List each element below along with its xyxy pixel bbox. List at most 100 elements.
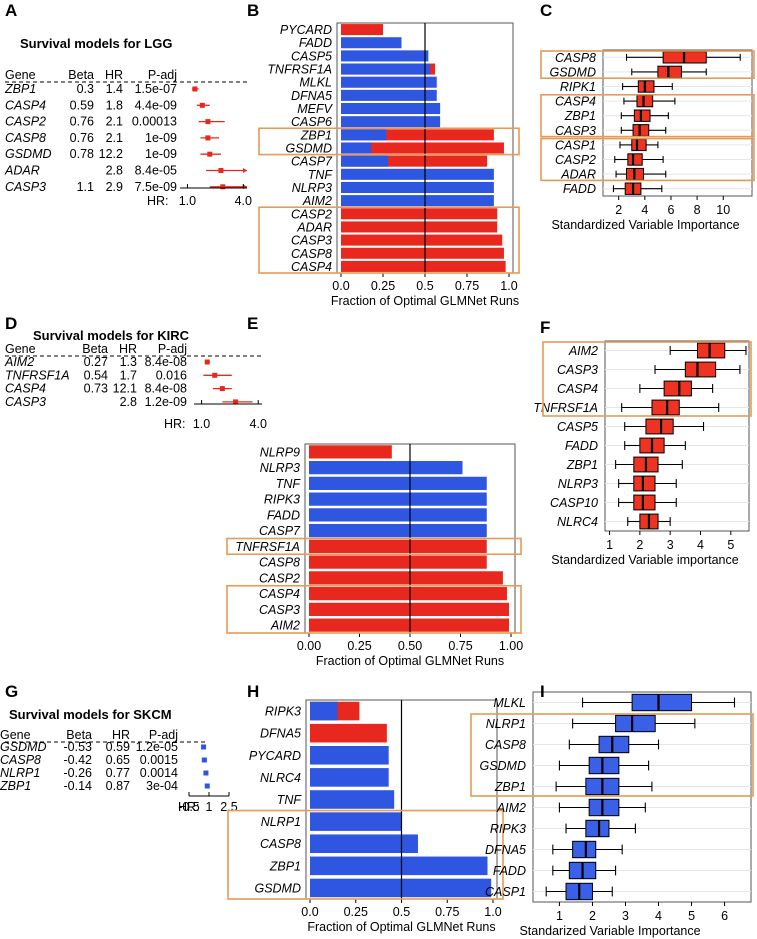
category-label: PYCARD — [280, 23, 332, 37]
gene-name: ADAR — [4, 164, 40, 178]
table-cell: -0.42 — [64, 753, 93, 767]
forest-axis-label: HR: — [178, 800, 200, 814]
boxplot-panel-C: CASP8GSDMDRIPK1CASP4ZBP1CASP3CASP1CASP2A… — [540, 49, 755, 232]
highlight-box — [540, 94, 755, 138]
category-label: CASP4 — [555, 95, 596, 109]
category-label: TNF — [277, 793, 303, 807]
gene-name: ZBP1 — [0, 779, 31, 793]
hr-point — [220, 184, 226, 190]
gene-name: CASP2 — [5, 115, 46, 129]
hr-point — [233, 399, 239, 405]
x-tick-label: 0.5 — [393, 905, 410, 919]
box — [585, 819, 610, 838]
category-label: NLRP3 — [260, 461, 300, 475]
negative-bar — [309, 524, 487, 538]
table-title: Survival models for SKCM — [9, 707, 172, 722]
bar-panel-B: PYCARDFADDCASP5TNFRSF1AMLKLDFNA5MEFVCASP… — [258, 22, 520, 308]
column-header-hr: HR — [105, 68, 123, 82]
box — [657, 65, 682, 79]
negative-bar — [341, 50, 429, 62]
negative-bar — [310, 834, 418, 854]
table-cell: 2.8 — [120, 395, 137, 409]
ci-arrow — [243, 168, 247, 173]
category-label: MEFV — [297, 102, 333, 116]
category-label: CASP8 — [291, 247, 332, 261]
x-tick-label: 0.75 — [435, 905, 459, 919]
gene-name: AIM2 — [4, 355, 34, 369]
category-label: CASP4 — [259, 587, 300, 601]
highlight-box — [226, 584, 522, 634]
forest-axis-label: HR: — [164, 417, 186, 431]
forest-tick-label: -0.5 — [178, 800, 200, 814]
x-axis-label: Fraction of Optimal GLMNet Runs — [331, 294, 519, 308]
negative-bar — [341, 76, 437, 88]
category-label: CASP1 — [485, 885, 526, 899]
x-tick-label: 0.50 — [398, 639, 422, 653]
negative-bar — [310, 812, 402, 831]
category-label: CASP3 — [291, 234, 332, 248]
gene-name: CASP3 — [5, 180, 46, 194]
table-cell: 12.2 — [99, 147, 123, 161]
table-cell: 1.2e-05 — [136, 740, 178, 754]
category-label: NLRP1 — [486, 717, 526, 731]
category-label: CASP4 — [291, 260, 332, 274]
table-cell: 2.9 — [106, 180, 123, 194]
column-header-hr: HR — [119, 342, 137, 356]
hr-point — [201, 757, 207, 763]
box — [572, 840, 597, 859]
panel-label-i: I — [540, 682, 545, 701]
category-label: NLRC4 — [260, 771, 301, 785]
category-label: FADD — [493, 864, 526, 878]
category-label: CASP1 — [555, 138, 596, 152]
box — [631, 138, 647, 152]
positive-bar — [341, 155, 488, 167]
negative-bar — [310, 701, 338, 721]
box — [631, 693, 693, 712]
category-label: TNFRSF1A — [533, 401, 598, 415]
column-header-p-adj: P-adj — [149, 728, 178, 742]
table-cell: 4.4e-09 — [135, 98, 177, 112]
positive-bar — [341, 221, 498, 233]
x-tick-label: 0.0 — [301, 905, 318, 919]
x-tick-label: 0.5 — [416, 279, 433, 293]
category-label: NLRP1 — [261, 815, 301, 829]
category-label: GSDMD — [285, 142, 332, 156]
category-label: TNFRSF1A — [267, 63, 332, 77]
column-header-beta: Beta — [82, 342, 108, 356]
hr-point — [192, 86, 198, 92]
x-tick-label: 1 — [606, 538, 613, 552]
x-tick-label: 0.25 — [347, 639, 371, 653]
boxplot-panel-I: MLKL NLRP1 CASP8 GSDMD ZBP1 AIM2 RIPK3 DFNA5 FAD… — [470, 691, 754, 938]
category-label: CASP3 — [259, 603, 300, 617]
table-cell: 1.5e-07 — [135, 82, 177, 96]
negative-bar — [341, 103, 441, 115]
positive-bar — [309, 602, 509, 616]
x-tick-label: 1.0 — [500, 279, 517, 293]
table-cell: 0.78 — [70, 147, 94, 161]
category-label: DFNA5 — [291, 89, 332, 103]
table-cell: 2.1 — [106, 131, 123, 145]
table-cell: 0.76 — [70, 115, 94, 129]
hr-point — [218, 168, 224, 173]
x-tick-label: 2 — [615, 203, 622, 217]
category-label: ADAR — [296, 220, 332, 234]
positive-bar — [341, 142, 504, 154]
category-label: CASP8 — [485, 738, 526, 752]
box — [598, 735, 630, 754]
category-label: CASP8 — [259, 556, 300, 570]
box — [696, 342, 726, 359]
hr-point — [199, 102, 205, 108]
table-cell: 0.27 — [84, 355, 108, 369]
positive-bar — [341, 247, 504, 259]
x-tick-label: 5 — [727, 538, 734, 552]
panel-label-c: C — [540, 1, 552, 20]
x-tick-label: 4 — [641, 203, 648, 217]
x-tick-label: 0.25 — [371, 279, 395, 293]
table-cell: 12.1 — [113, 382, 137, 396]
positive-bar — [309, 539, 487, 553]
hr-point — [205, 119, 211, 125]
category-label: DFNA5 — [260, 727, 301, 741]
